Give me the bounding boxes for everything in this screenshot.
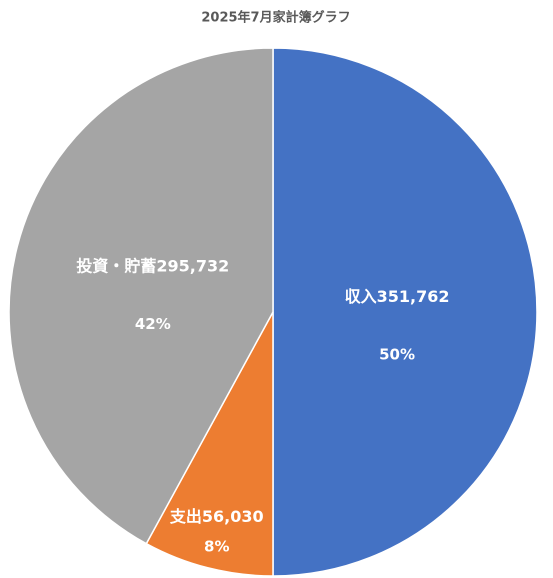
percent-label: 50% [379,346,415,364]
pie-slice [8,47,274,545]
chart-title: 2025年7月家計簿グラフ [201,10,350,26]
data-label: 投資・貯蓄295,732 [76,256,229,275]
data-label: 支出56,030 [169,506,264,525]
category-label: 収入 [345,287,377,306]
category-label: 支出 [169,506,202,525]
data-label: 収入351,762 [345,287,450,306]
pie-slice [145,311,274,577]
value-label: 351,762 [377,287,450,306]
pie-slice [272,47,538,577]
percent-label: 8% [204,537,229,555]
percent-label: 42% [135,315,171,333]
value-label: 56,030 [202,506,264,525]
value-label: 295,732 [156,256,229,275]
category-label: 投資・貯蓄 [76,256,156,275]
